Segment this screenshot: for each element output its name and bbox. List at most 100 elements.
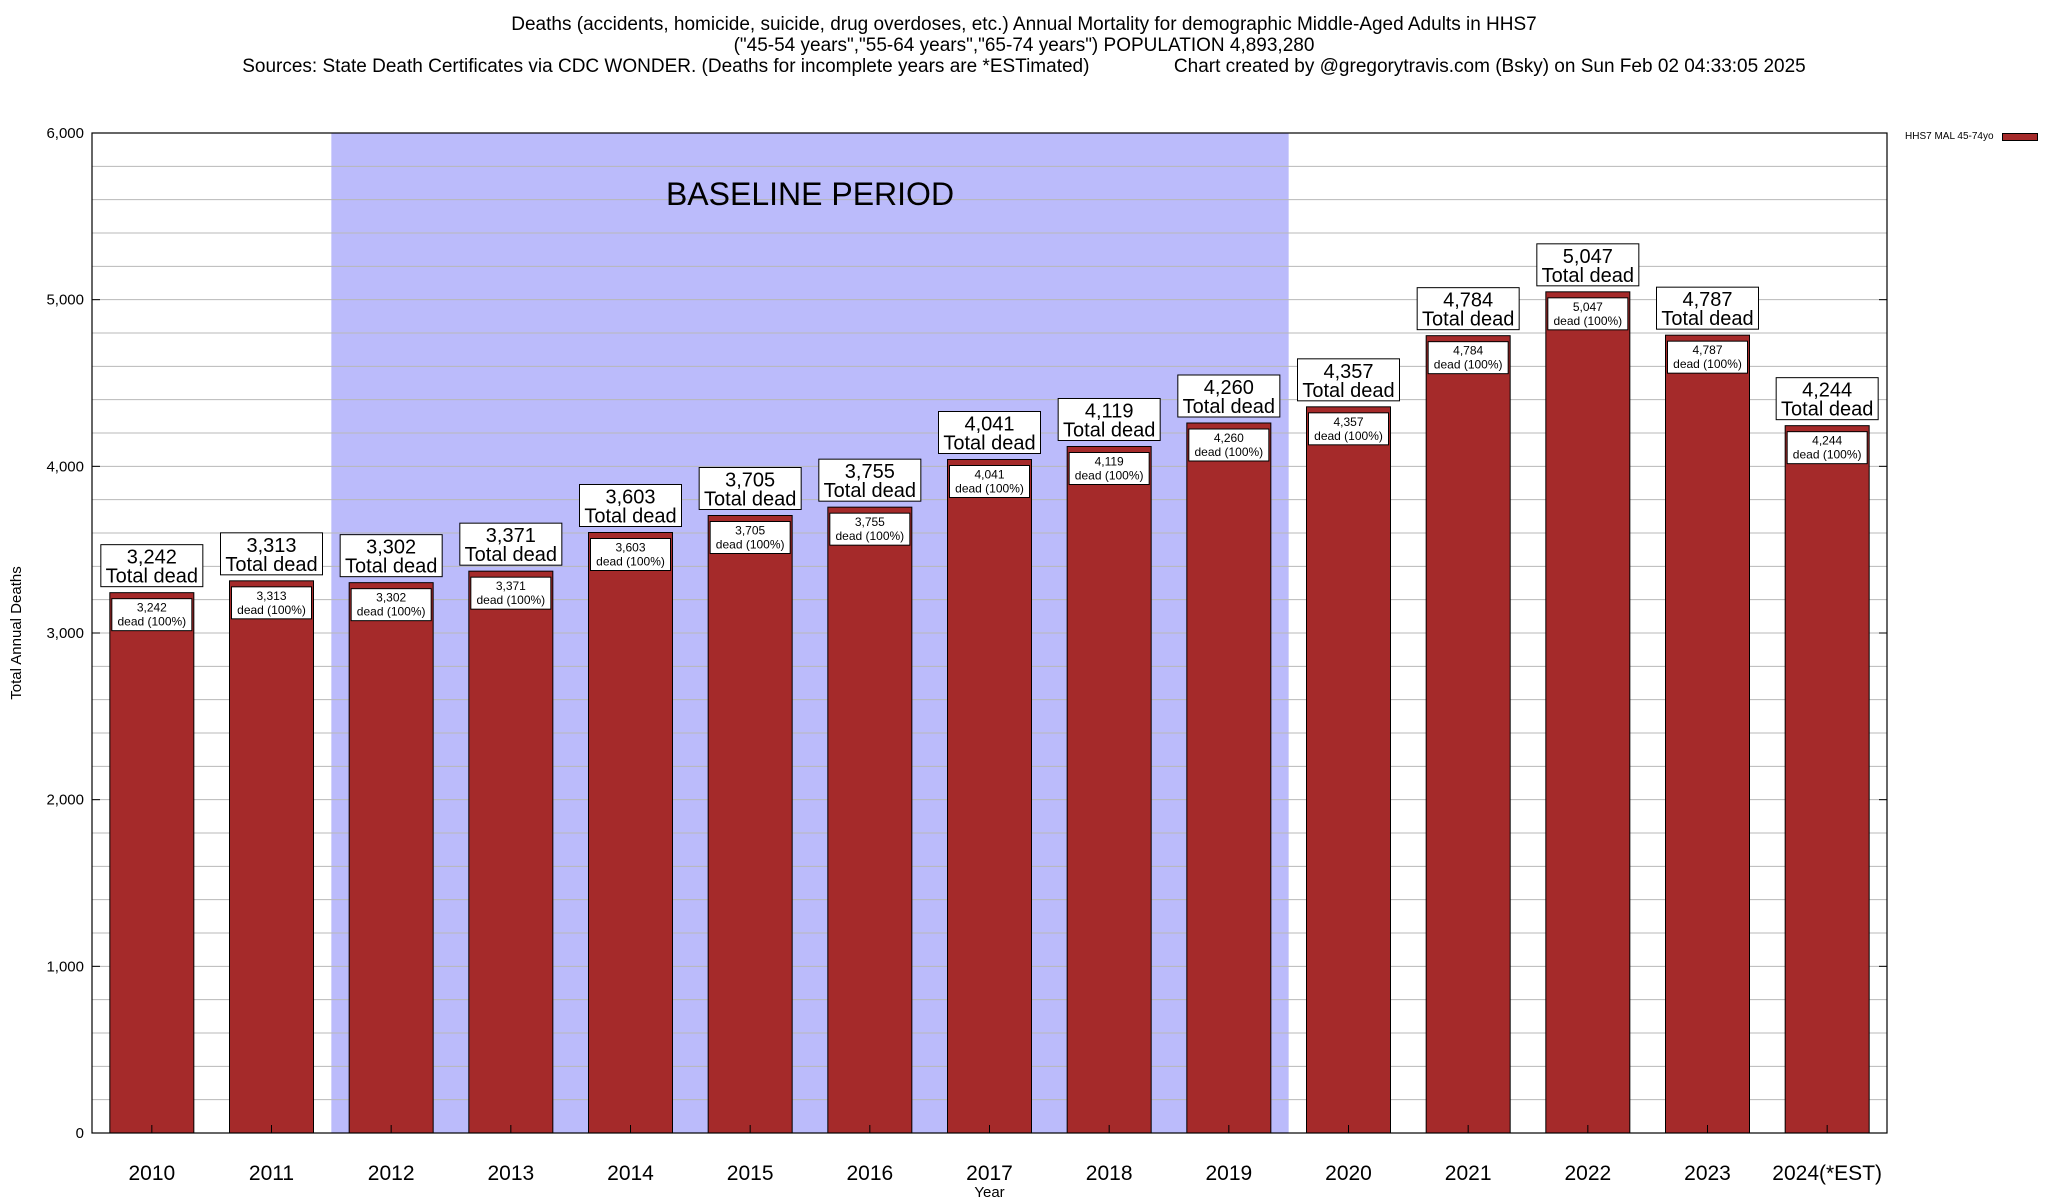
y-tick-label: 3,000	[46, 625, 84, 642]
bar-total-label-box	[698, 467, 802, 510]
bar-total-caption: Total dead	[1781, 399, 1873, 421]
bar-inner-percent: dead (100%)	[1553, 314, 1622, 328]
bar-inner-percent: dead (100%)	[1194, 445, 1263, 459]
bar	[1545, 291, 1631, 1134]
bar-total-value: 3,371	[486, 525, 536, 547]
x-tick-label: 2021	[1445, 1162, 1492, 1185]
bar-total-value: 3,705	[725, 470, 775, 492]
bar	[468, 570, 554, 1134]
bar-total-value: 3,755	[845, 461, 895, 483]
bar-total-label-box	[579, 484, 682, 527]
bar-inner-percent: dead (100%)	[1075, 469, 1144, 483]
bar-inner-value: 3,302	[376, 591, 406, 605]
bar-inner-label-box	[590, 538, 671, 571]
x-tick-label: 2018	[1086, 1162, 1133, 1185]
x-tick-label: 2014	[607, 1162, 654, 1185]
x-tick-label: 2015	[727, 1162, 774, 1185]
bar-inner-value: 3,313	[256, 589, 286, 603]
x-tick-label: 2017	[966, 1162, 1013, 1185]
x-tick-label: 2011	[249, 1162, 294, 1185]
bar-inner-percent: dead (100%)	[476, 593, 545, 607]
bar	[827, 506, 913, 1134]
chart-title: Deaths (accidents, homicide, suicide, dr…	[511, 14, 1537, 35]
bar-total-label-box	[1057, 398, 1161, 441]
bar-inner-label-box	[1188, 428, 1270, 462]
bar	[348, 582, 434, 1134]
bar-inner-value: 3,705	[735, 524, 765, 538]
sources-text: Sources: State Death Certificates via CD…	[242, 56, 1090, 77]
x-tick-label: 2012	[368, 1162, 415, 1185]
plot-frame	[91, 132, 1888, 1134]
y-tick-label: 6,000	[46, 125, 84, 142]
bar-total-value: 4,787	[1682, 289, 1732, 311]
bar	[1665, 334, 1750, 1134]
bar-total-caption: Total dead	[584, 506, 676, 528]
y-tick-label: 5,000	[46, 292, 84, 309]
chart-sources-line: Sources: State Death Certificates via CD…	[0, 56, 2048, 77]
bar-total-label-box	[1177, 374, 1281, 418]
x-tick-label: 2013	[487, 1162, 534, 1185]
baseline-period-label: BASELINE PERIOD	[666, 176, 954, 212]
x-axis-label: Year	[974, 1184, 1004, 1200]
legend-swatch	[2001, 132, 2038, 141]
x-tick-label: 2019	[1205, 1162, 1252, 1185]
bar-total-value: 4,041	[964, 414, 1014, 436]
bar-total-value: 5,047	[1563, 246, 1613, 268]
bar-inner-label-box	[1427, 341, 1509, 375]
bar-total-caption: Total dead	[1183, 396, 1275, 418]
bar-inner-label-box	[231, 586, 312, 620]
bar	[1186, 422, 1272, 1134]
bar-inner-value: 4,041	[974, 468, 1004, 482]
bar	[1784, 425, 1870, 1134]
bar-inner-percent: dead (100%)	[357, 605, 426, 619]
bar-inner-percent: dead (100%)	[1673, 357, 1742, 371]
bar-inner-percent: dead (100%)	[835, 529, 904, 543]
bar-total-label-box	[220, 532, 323, 576]
bar-total-value: 4,784	[1443, 290, 1493, 312]
bar-inner-label-box	[1308, 412, 1389, 446]
chart-title-block: Deaths (accidents, homicide, suicide, dr…	[0, 14, 2048, 77]
bar-inner-value: 3,371	[496, 579, 526, 593]
bar-total-value: 4,357	[1323, 361, 1373, 383]
bar-total-value: 4,119	[1085, 401, 1134, 423]
bar-total-label-box	[1416, 287, 1520, 331]
bar-inner-percent: dead (100%)	[955, 482, 1024, 496]
bar-inner-value: 4,119	[1095, 455, 1124, 469]
bar-inner-percent: dead (100%)	[596, 555, 665, 569]
legend: HHS7 MAL 45-74yo	[1905, 131, 2038, 142]
bar-total-caption: Total dead	[106, 566, 198, 588]
bar-inner-percent: dead (100%)	[716, 538, 785, 552]
bar-total-caption: Total dead	[465, 544, 557, 566]
y-tick-label: 4,000	[46, 458, 84, 475]
legend-label: HHS7 MAL 45-74yo	[1905, 131, 1994, 142]
bar-inner-label-box	[470, 576, 552, 610]
bar	[1066, 446, 1152, 1134]
bar-total-value: 4,260	[1204, 377, 1254, 399]
bar-inner-percent: dead (100%)	[1793, 448, 1862, 462]
bar-inner-value: 4,787	[1692, 343, 1722, 357]
bar-total-caption: Total dead	[1661, 308, 1753, 330]
bar-total-label-box	[339, 534, 443, 578]
bar-inner-label-box	[1547, 297, 1629, 331]
bar-total-caption: Total dead	[824, 480, 916, 502]
bar-total-label-box	[100, 544, 204, 588]
bar	[1306, 406, 1391, 1134]
bar	[588, 532, 673, 1134]
bar-inner-percent: dead (100%)	[1314, 429, 1383, 443]
bar-inner-label-box	[350, 588, 432, 622]
bar-total-value: 3,302	[366, 537, 416, 559]
bar-total-value: 3,242	[127, 547, 177, 569]
bar-total-caption: Total dead	[704, 489, 796, 511]
bar-inner-value: 3,755	[855, 515, 885, 529]
bar-total-caption: Total dead	[1302, 380, 1394, 402]
bar-inner-label-box	[829, 512, 911, 546]
y-tick-label: 0	[76, 1125, 84, 1142]
x-tick-label: 2010	[128, 1162, 175, 1185]
bar-total-caption: Total dead	[1422, 309, 1514, 331]
bar-total-label-box	[1656, 286, 1759, 330]
bar-inner-label-box	[1667, 340, 1748, 374]
bar-inner-label-box	[111, 598, 193, 632]
credit-text: Chart created by @gregorytravis.com (Bsk…	[1173, 56, 1806, 77]
bar-inner-value: 3,242	[137, 601, 167, 615]
